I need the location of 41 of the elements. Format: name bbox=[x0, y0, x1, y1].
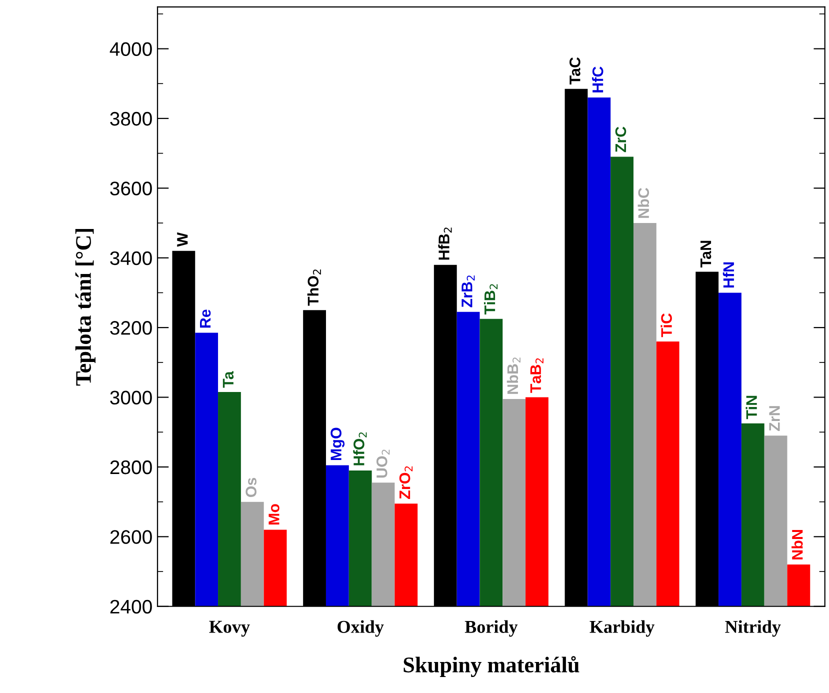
annotation: Mo bbox=[268, 504, 280, 525]
annotation: TiB$_{2}$ bbox=[484, 284, 498, 315]
y-tick-label: 3400 bbox=[110, 251, 152, 266]
annotation: TaC bbox=[570, 57, 580, 84]
annotation: Re bbox=[200, 310, 211, 328]
annotation: HfC bbox=[592, 66, 604, 92]
annotation: TaN bbox=[700, 240, 712, 268]
annotation: ZrN bbox=[769, 406, 780, 431]
x-tick-label: Nitridy bbox=[725, 620, 781, 637]
annotation: MgO bbox=[330, 428, 345, 460]
annotation: UO$_{2}$ bbox=[376, 450, 390, 478]
y-tick-label: 3000 bbox=[110, 390, 152, 405]
annotation: HfB$_{2}$ bbox=[438, 228, 452, 260]
annotation: Os bbox=[246, 478, 256, 498]
annotation: TaB$_{2}$ bbox=[530, 358, 544, 393]
y-tick-label: 2600 bbox=[110, 530, 152, 544]
x-tick-label: Karbidy bbox=[590, 620, 654, 637]
annotation: ThO$_{2}$ bbox=[307, 270, 321, 306]
annotation: NbC bbox=[638, 188, 650, 218]
annotation: TiC bbox=[660, 313, 672, 338]
annotation: HfO$_{2}$ bbox=[353, 432, 367, 466]
x-tick-label: Boridy bbox=[464, 620, 518, 637]
y-tick-label: 2400 bbox=[110, 600, 152, 614]
y-tick-label: 3200 bbox=[110, 321, 152, 335]
y-tick-label: 3800 bbox=[110, 112, 152, 126]
annotation: HfN bbox=[722, 262, 734, 288]
annotation: NbB$_{2}$ bbox=[506, 358, 520, 394]
y-axis-title: Teplota tání [°C] bbox=[75, 228, 96, 386]
annotation: ZrB$_{2}$ bbox=[462, 276, 475, 308]
annotation: NbN bbox=[792, 530, 803, 560]
annotation: ZrO$_{2}$ bbox=[399, 466, 413, 499]
x-tick-label: Kovy bbox=[209, 620, 250, 637]
annotation: ZrC bbox=[615, 126, 626, 152]
annotation: TiN bbox=[746, 396, 757, 420]
x-axis-title: Skupiny materiálů bbox=[404, 656, 580, 678]
annotation: W bbox=[177, 232, 188, 247]
annotation: Ta bbox=[222, 371, 234, 388]
y-tick-label: 4000 bbox=[110, 42, 152, 56]
y-tick-label: 3600 bbox=[110, 182, 152, 196]
y-tick-label: 2800 bbox=[110, 460, 152, 474]
x-tick-label: Oxidy bbox=[338, 620, 384, 637]
